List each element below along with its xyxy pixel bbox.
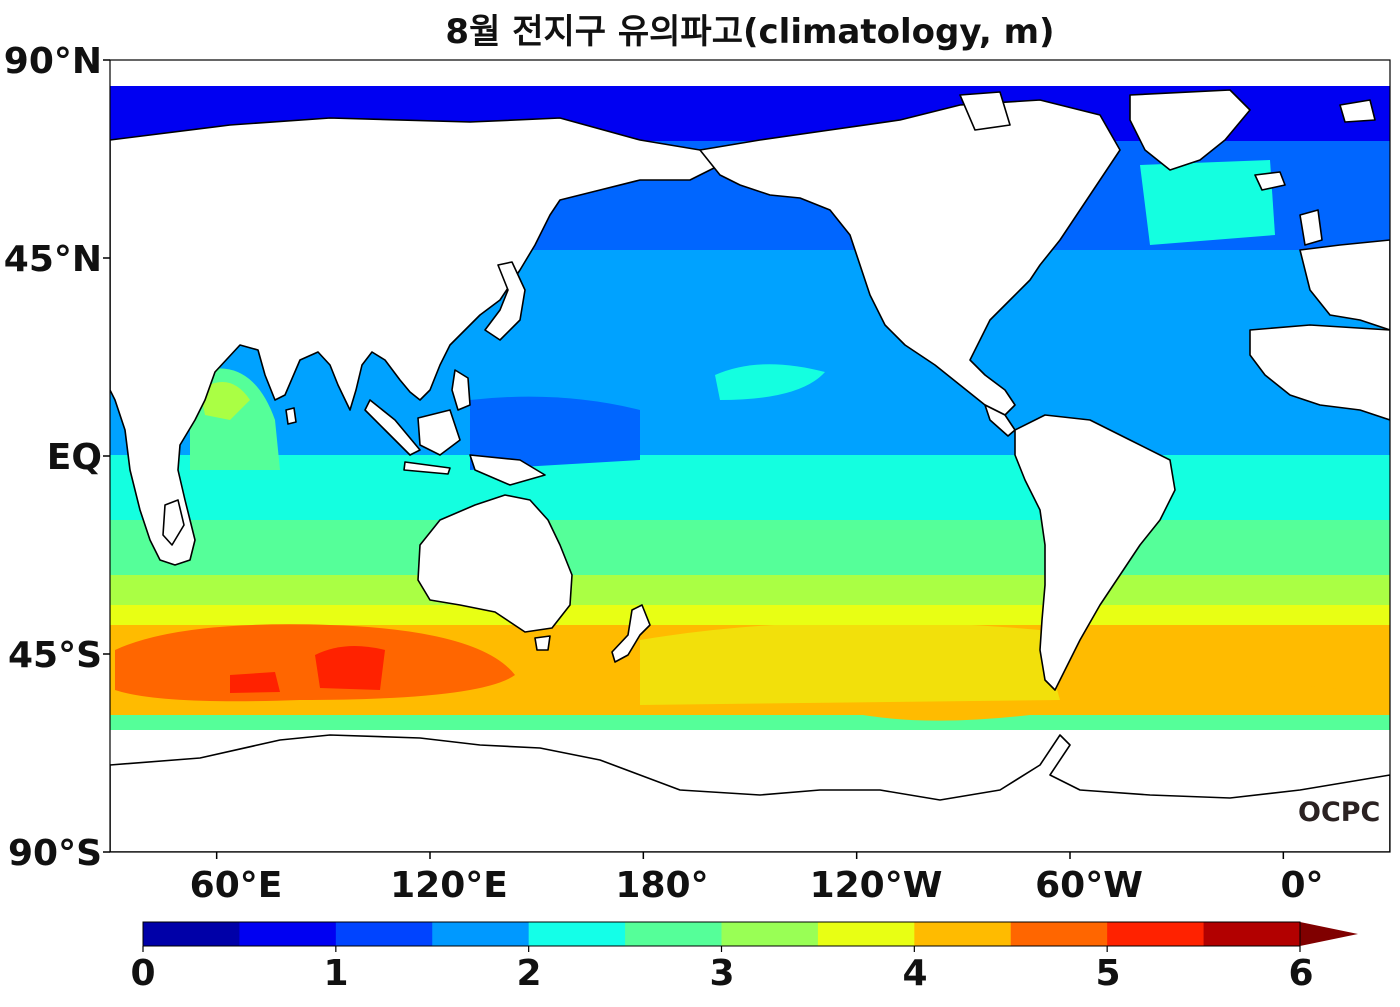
- land-british-isles: [1299, 209, 1323, 246]
- land-new-guinea: [469, 454, 546, 486]
- land-iceland: [1254, 171, 1286, 191]
- wave-band-tropic-s: [110, 455, 1390, 525]
- land-australia: [417, 494, 573, 633]
- land-antarctica: [110, 734, 1390, 852]
- wave-polar-cap: [110, 60, 1390, 86]
- colorbar-label-4: 4: [902, 953, 928, 994]
- colorbar-segment: [1010, 922, 1108, 946]
- colorbar-segment: [1107, 922, 1205, 946]
- land-java: [403, 461, 451, 475]
- lat-label-45n: 45°N: [3, 239, 102, 280]
- land-sumatra: [364, 399, 421, 456]
- colorbar-label-2: 2: [516, 953, 542, 994]
- lat-label-90n: 90°N: [3, 41, 102, 82]
- wave-n-atlantic-high: [1140, 160, 1275, 245]
- wave-s-indian-peak-2: [230, 672, 280, 693]
- colorbar-segments: [143, 922, 1301, 946]
- land-sri-lanka: [285, 407, 297, 425]
- land-europe-east: [1299, 239, 1390, 331]
- colorbar-segment: [432, 922, 530, 946]
- land-new-zealand: [611, 604, 651, 663]
- lon-label-120e: 120°E: [390, 865, 508, 906]
- lon-label-180: 180°: [615, 865, 709, 906]
- wave-pacific-trade: [715, 364, 825, 400]
- lat-label-90s: 90°S: [7, 833, 102, 874]
- wave-s-indian-high: [115, 624, 515, 702]
- colorbar-label-6: 6: [1288, 953, 1314, 994]
- wave-band-mid-s: [110, 575, 1390, 610]
- lat-label-eq: EQ: [46, 437, 102, 478]
- colorbar-segment: [143, 922, 240, 946]
- colorbar-segment: [817, 922, 915, 946]
- colorbar-segment: [528, 922, 626, 946]
- land-africa-west: [1249, 324, 1390, 421]
- land-south-america: [1014, 414, 1176, 691]
- colorbar-segment: [625, 922, 722, 946]
- colorbar-extend-arrow: [1300, 922, 1358, 946]
- land-arctic-canada: [959, 91, 1011, 131]
- wave-s-atlantic-high: [1235, 627, 1390, 690]
- land-tasmania: [534, 635, 551, 651]
- land-philippines: [451, 369, 471, 411]
- ocpc-logo: OCPC: [1298, 797, 1381, 828]
- wave-arabian-sea: [200, 382, 250, 420]
- lon-label-120w: 120°W: [809, 865, 943, 906]
- colorbar-segment: [239, 922, 337, 946]
- wave-s-indian-peak: [315, 646, 385, 690]
- lat-label-45s: 45°S: [7, 635, 102, 676]
- colorbar-label-5: 5: [1095, 953, 1121, 994]
- land-borneo: [417, 409, 461, 456]
- colorbar-segment: [914, 922, 1012, 946]
- land-eurasia-africa: [110, 117, 721, 566]
- colorbar-label-3: 3: [709, 953, 735, 994]
- land-central-america: [984, 404, 1016, 437]
- colorbar-segment: [1203, 922, 1301, 946]
- map-title: 8월 전지구 유의파고(climatology, m): [445, 12, 1055, 52]
- land-greenland: [1129, 89, 1251, 171]
- lon-label-0: 0°: [1280, 865, 1324, 906]
- land-north-america: [699, 99, 1121, 416]
- axis-ticks: [103, 59, 1285, 859]
- land-masses: [110, 89, 1390, 852]
- wave-s-pacific-ring: [640, 622, 1060, 705]
- colorbar-label-1: 1: [323, 953, 349, 994]
- lon-label-60w: 60°W: [1035, 865, 1143, 906]
- wave-w-pacific-low: [470, 396, 640, 470]
- land-japan: [484, 261, 526, 341]
- colorbar-segment: [335, 922, 433, 946]
- wave-band-subtropic-s: [110, 520, 1390, 580]
- colorbar-segment: [721, 922, 819, 946]
- lon-label-60e: 60°E: [189, 865, 283, 906]
- land-svalbard: [1339, 99, 1376, 123]
- colorbar-label-0: 0: [130, 953, 156, 994]
- wave-band-ice-edge: [110, 715, 1390, 730]
- land-madagascar: [162, 499, 185, 546]
